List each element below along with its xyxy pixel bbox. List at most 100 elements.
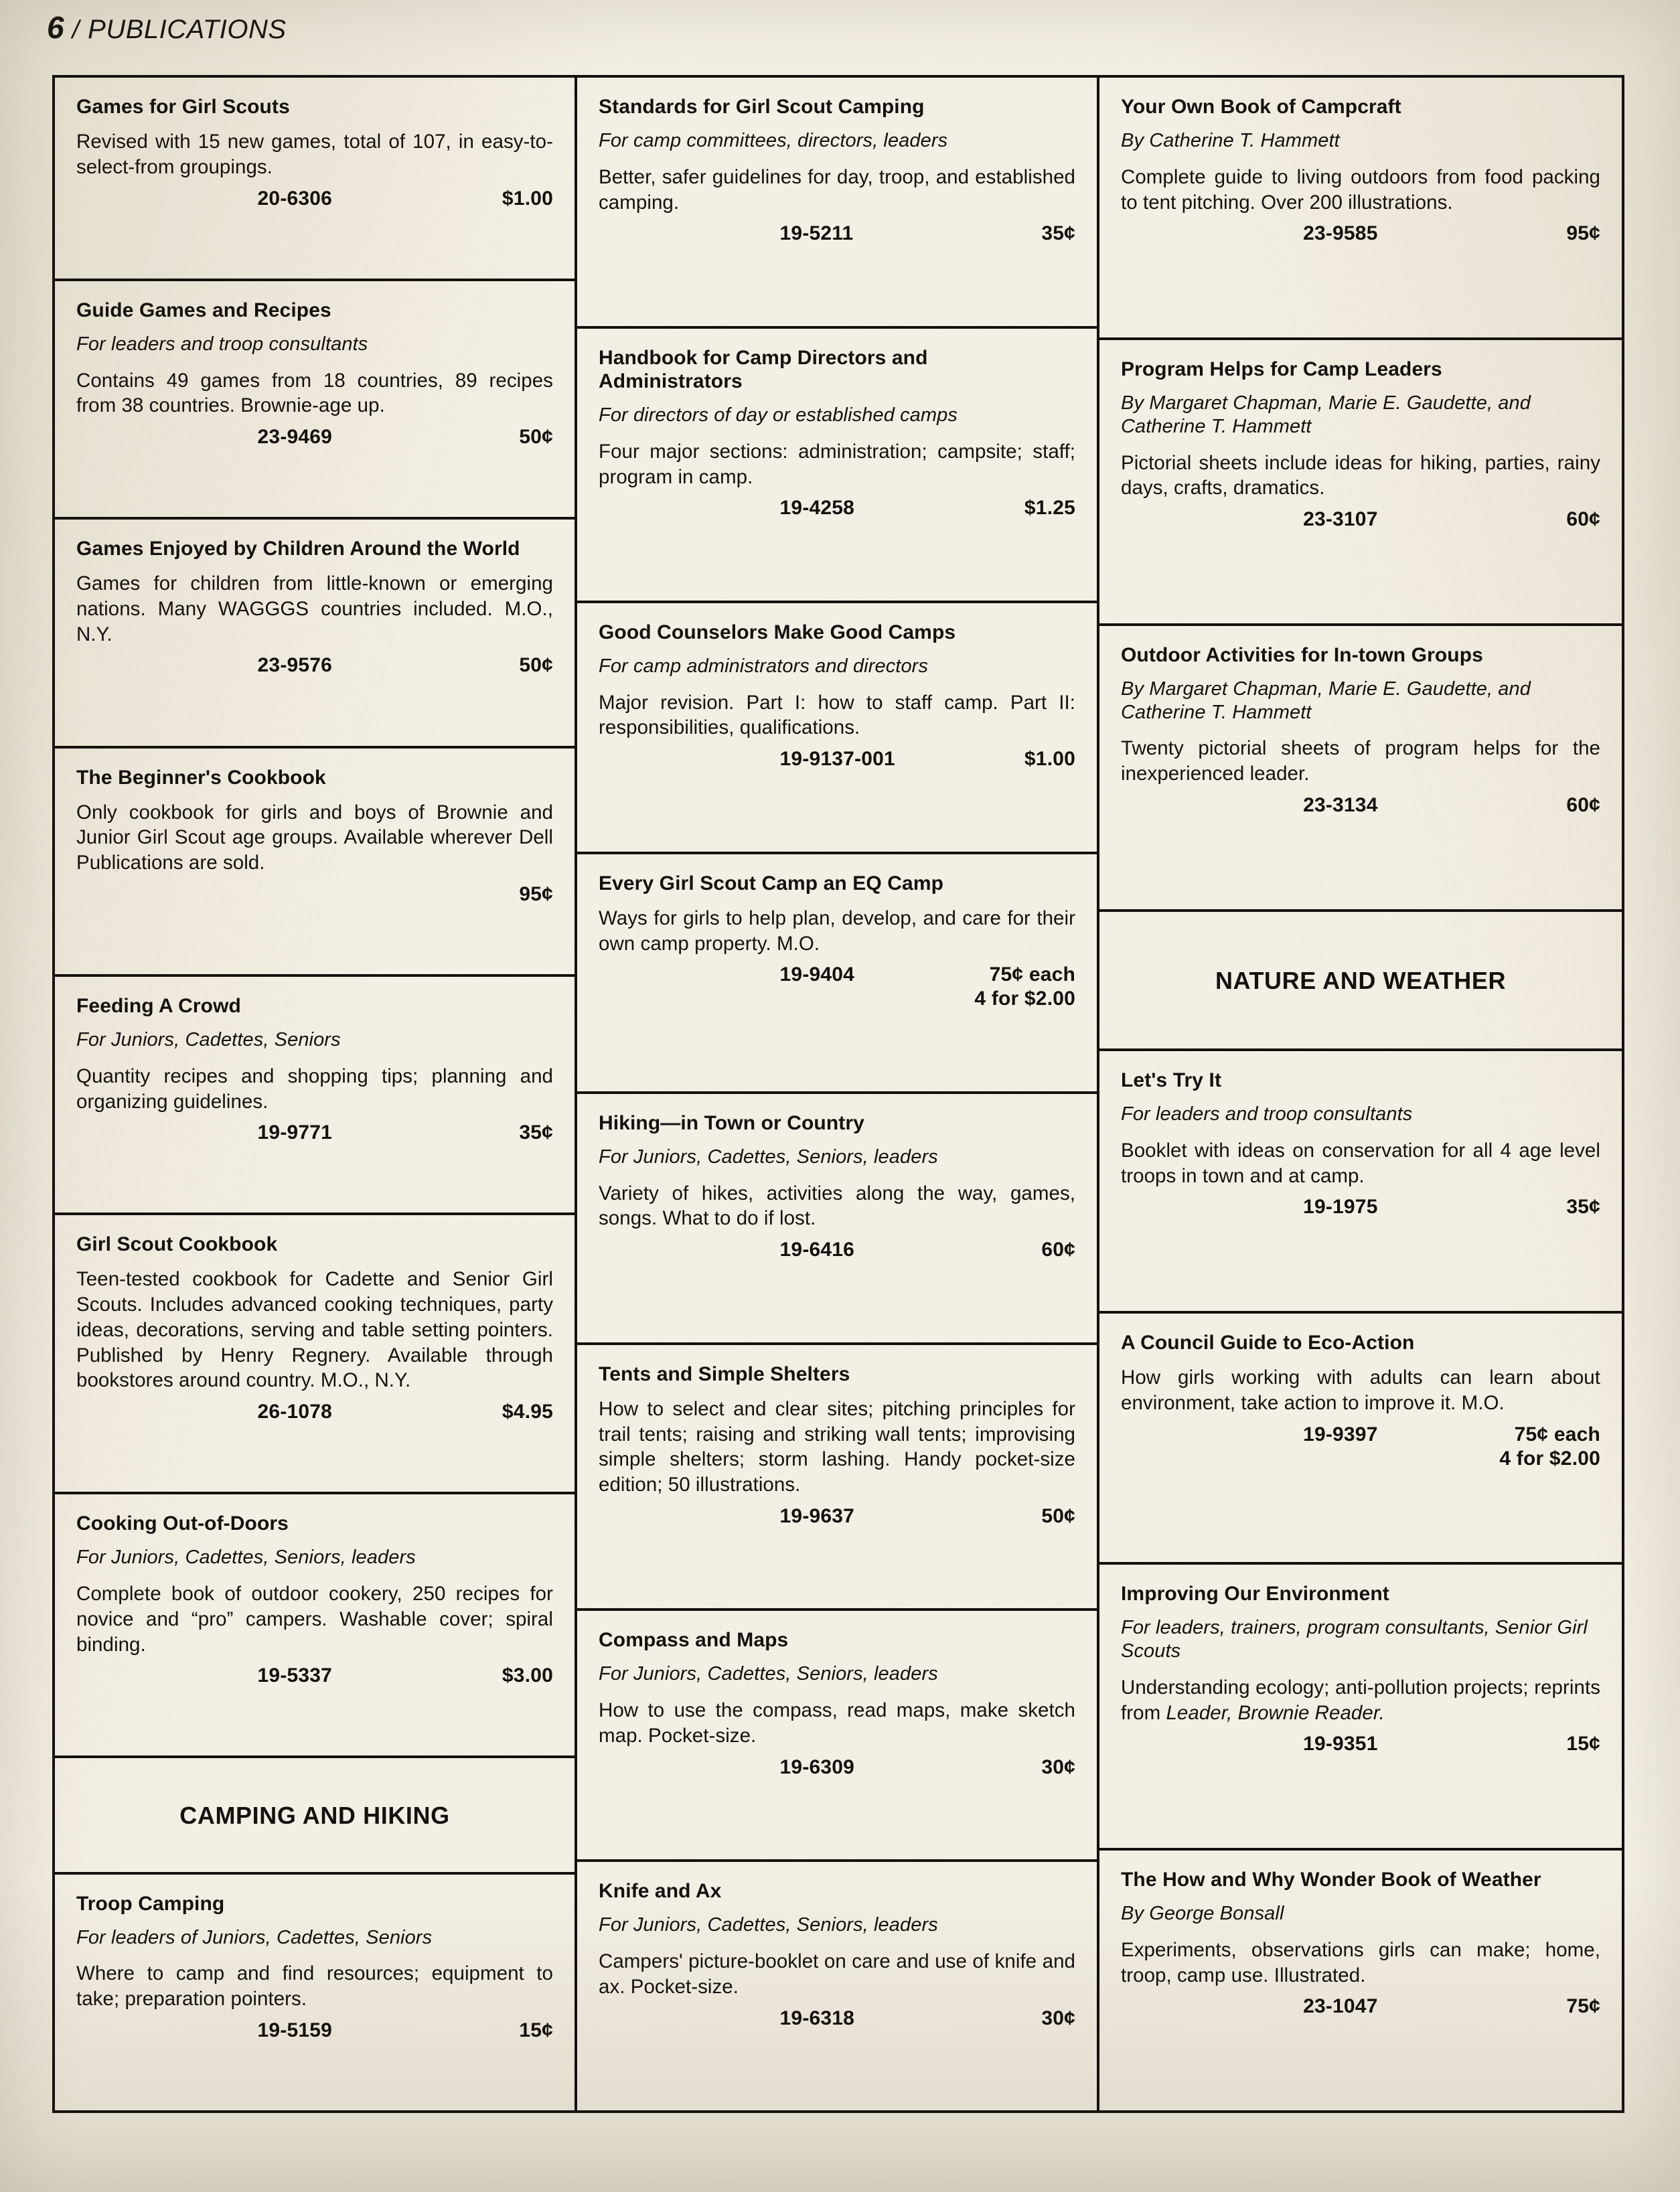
entry-catalog-number: 19-6416 (779, 1239, 855, 1261)
entry-title: Guide Games and Recipes (76, 299, 331, 321)
entry-price-row: 19-6318 30¢ (599, 2007, 1075, 2031)
entry-description: Pictorial sheets include ideas for hikin… (1121, 451, 1600, 499)
entry-description: Better, safer guidelines for day, troop,… (599, 165, 1075, 214)
entry-price-row: 23-9576 50¢ (76, 653, 553, 678)
entry-price: 75¢ each 4 for $2.00 (1499, 1423, 1600, 1471)
entry-price: 50¢ (1041, 1504, 1075, 1529)
entry-audience: For leaders and troop consultants (1121, 1103, 1413, 1125)
entry-price-row: 19-6309 30¢ (599, 1755, 1075, 1780)
entry-price-primary: $4.95 (502, 1401, 553, 1423)
section-heading-label: NATURE AND WEATHER (1215, 966, 1507, 994)
entry-price: 35¢ (1041, 222, 1075, 246)
entry-description: Contains 49 games from 18 countries, 89 … (76, 369, 553, 417)
entry-price: 95¢ (1566, 222, 1600, 246)
entry-catalog-number: 23-3107 (1303, 508, 1378, 531)
entry-catalog-number: 19-6309 (779, 1755, 855, 1778)
catalog-entry: Your Own Book of Campcraft By Catherine T… (1099, 78, 1622, 340)
entry-price-primary: 35¢ (1041, 222, 1075, 245)
entry-audience: By Margaret Chapman, Marie E. Gaudette, … (1121, 678, 1531, 723)
header-separator: / (72, 16, 80, 44)
entry-audience: For camp committees, directors, leaders (599, 130, 948, 152)
entry-description: Campers' picture-booklet on care and use… (599, 1950, 1075, 1998)
entry-price-primary: 30¢ (1041, 2007, 1075, 2029)
entry-price: 50¢ (519, 653, 553, 678)
entry-description: Ways for girls to help plan, develop, an… (599, 907, 1075, 955)
entry-catalog-number: 19-9771 (257, 1121, 333, 1144)
entry-price-row: 19-4258 $1.25 (599, 496, 1075, 520)
entry-price-primary: 95¢ (519, 882, 553, 905)
entry-price-primary: $3.00 (502, 1664, 553, 1687)
entry-catalog-number: 19-5159 (257, 2019, 333, 2041)
entry-description: Teen-tested cookbook for Cadette and Sen… (76, 1268, 553, 1392)
entry-description: Booklet with ideas on conservation for a… (1121, 1139, 1600, 1187)
catalog-entry: Tents and Simple Shelters How to select a… (577, 1345, 1097, 1612)
entry-title: Every Girl Scout Camp an EQ Camp (599, 872, 944, 894)
catalog-entry: Good Counselors Make Good Camps For camp … (577, 603, 1097, 854)
entry-title: Compass and Maps (599, 1629, 789, 1652)
entry-catalog-number: 19-5337 (257, 1664, 333, 1687)
entry-audience: For Juniors, Cadettes, Seniors, leaders (599, 1914, 938, 1936)
entry-price-row: 19-9137-001 $1.00 (599, 747, 1075, 771)
entry-description: Variety of hikes, activities along the w… (599, 1182, 1075, 1230)
entry-price: 30¢ (1041, 1755, 1075, 1780)
entry-audience: For leaders and troop consultants (76, 333, 368, 355)
entry-price-primary: 60¢ (1041, 1239, 1075, 1261)
entry-price-row: 19-9771 35¢ (76, 1121, 553, 1145)
entry-audience: For Juniors, Cadettes, Seniors, leaders (76, 1547, 416, 1569)
catalog-entry: Games for Girl Scouts Revised with 15 new… (55, 78, 575, 281)
entry-price: 15¢ (519, 2019, 553, 2043)
entry-catalog-number: 23-9585 (1303, 222, 1378, 245)
entry-price-primary: 75¢ each (989, 963, 1075, 986)
entry-catalog-number: 19-6318 (779, 2007, 855, 2029)
entry-audience: For Juniors, Cadettes, Seniors, leaders (599, 1146, 938, 1168)
catalog-entry: The Beginner's Cookbook Only cookbook for… (55, 749, 575, 977)
catalog-entry: A Council Guide to Eco-Action How girls w… (1099, 1314, 1622, 1565)
catalog-entry: Hiking—in Town or Country For Juniors, Ca… (577, 1094, 1097, 1345)
catalog-entry: Games Enjoyed by Children Around the Wor… (55, 520, 575, 749)
section-heading: NATURE AND WEATHER (1099, 912, 1622, 1052)
entry-audience: For Juniors, Cadettes, Seniors, leaders (599, 1663, 938, 1685)
entry-price-row: 19-9397 75¢ each 4 for $2.00 (1121, 1423, 1600, 1471)
entry-catalog-number: 19-9351 (1303, 1733, 1378, 1755)
catalog-entry: Girl Scout Cookbook Teen-tested cookbook … (55, 1215, 575, 1495)
page-title: PUBLICATIONS (88, 15, 287, 44)
catalog-entry: Program Helps for Camp Leaders By Margare… (1099, 340, 1622, 626)
entry-price: 60¢ (1041, 1238, 1075, 1262)
entry-title: Hiking—in Town or Country (599, 1111, 864, 1134)
entry-audience: For directors of day or established camp… (599, 404, 958, 426)
catalog-entry: Outdoor Activities for In-town Groups By … (1099, 626, 1622, 912)
entry-price-row: 23-3134 60¢ (1121, 793, 1600, 817)
entry-description: Only cookbook for girls and boys of Brow… (76, 801, 553, 874)
entry-title: Outdoor Activities for In-town Groups (1121, 643, 1483, 666)
entry-price-row: 23-9585 95¢ (1121, 222, 1600, 246)
catalog-grid: Games for Girl Scouts Revised with 15 new… (52, 75, 1624, 2113)
catalog-entry: The How and Why Wonder Book of Weather By… (1099, 1851, 1622, 2110)
entry-price-primary: 30¢ (1041, 1755, 1075, 1778)
entry-price: 75¢ (1566, 1994, 1600, 2019)
catalog-entry: Standards for Girl Scout Camping For camp… (577, 78, 1097, 329)
column-1: Games for Girl Scouts Revised with 15 new… (55, 78, 577, 2110)
entry-description: Quantity recipes and shopping tips; plan… (76, 1065, 553, 1113)
entry-title: Knife and Ax (599, 1880, 722, 1903)
entry-price-row: 19-9637 50¢ (599, 1504, 1075, 1529)
entry-catalog-number: 23-9576 (257, 654, 333, 677)
entry-price: 50¢ (519, 425, 553, 449)
entry-price: $1.00 (1024, 747, 1075, 771)
catalog-entry: Let's Try It For leaders and troop consul… (1099, 1051, 1622, 1314)
entry-description: Where to camp and find resources; equipm… (76, 1962, 553, 2011)
entry-audience: By Margaret Chapman, Marie E. Gaudette, … (1121, 392, 1531, 437)
entry-audience: By George Bonsall (1121, 1903, 1284, 1925)
entry-price-row: 19-5211 35¢ (599, 222, 1075, 246)
entry-price-primary: 60¢ (1566, 793, 1600, 816)
entry-catalog-number: 19-4258 (779, 497, 855, 520)
entry-price: 35¢ (519, 1121, 553, 1145)
entry-price-primary: 95¢ (1566, 222, 1600, 245)
entry-description: Twenty pictorial sheets of program helps… (1121, 737, 1600, 785)
entry-price: 15¢ (1566, 1732, 1600, 1756)
entry-title: Feeding A Crowd (76, 994, 241, 1017)
entry-title: Improving Our Environment (1121, 1583, 1389, 1606)
entry-price-primary: 15¢ (519, 2019, 553, 2041)
entry-price: $3.00 (502, 1664, 553, 1688)
entry-title: Games for Girl Scouts (76, 96, 290, 118)
catalog-entry: Guide Games and Recipes For leaders and t… (55, 281, 575, 520)
